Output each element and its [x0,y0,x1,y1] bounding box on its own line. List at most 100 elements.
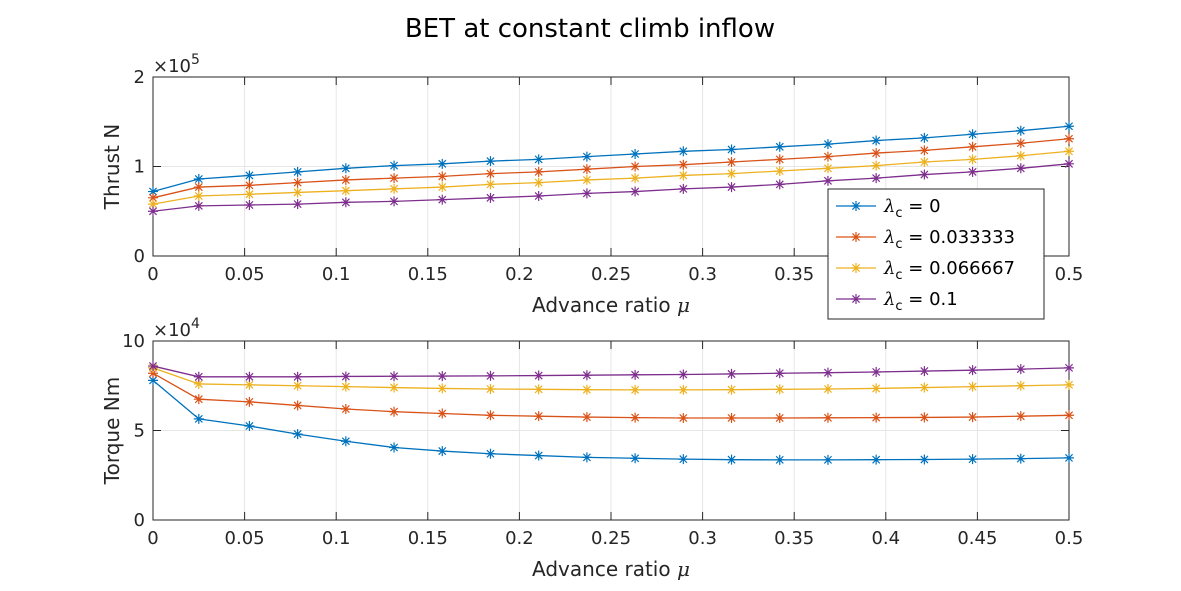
torque-series-1-point-2 [244,396,255,407]
torque-series-1-point-7 [485,410,496,421]
thrust-series-1-point-9 [581,164,592,175]
thrust-series-3-point-12 [726,182,737,193]
thrust-series-3-point-0 [148,206,158,217]
thrust-series-3-point-8 [533,191,544,202]
torque-xtick-label-0: 0 [147,528,158,549]
thrust-series-0-point-6 [437,158,448,169]
thrust-series-3 [148,158,1074,217]
thrust-series-2-point-4 [340,185,351,196]
torque-xtick-label-2: 0.1 [322,528,351,549]
thrust-xtick-label-10: 0.5 [1055,264,1084,285]
thrust-series-2-point-14 [822,163,833,174]
thrust-series-1-point-4 [340,174,351,185]
torque-series-0-point-18 [1015,453,1026,464]
thrust-series-3-point-5 [389,196,400,207]
torque-xtick-label-6: 0.3 [688,528,717,549]
legend-entry-0: λc = 0 [836,196,941,221]
thrust-series-3-point-4 [340,197,351,208]
torque-series-3-point-10 [630,369,641,380]
legend-entry-3-marker [851,294,861,304]
thrust-series-2-point-16 [919,157,930,168]
thrust-series-0-point-16 [919,132,930,143]
torque-series-1-point-11 [678,412,689,423]
thrust-series-0-line [152,125,1070,193]
thrust-ytick-label-1: 1 [134,157,145,178]
thrust-series-2-point-2 [244,189,255,200]
thrust-series-2-point-0 [148,199,158,210]
thrust-series-3-point-14 [822,175,833,186]
torque-series-3-point-16 [919,366,930,377]
torque-xlabel-text: Advance ratio [532,557,677,581]
thrust-series-1-point-2 [244,180,255,191]
torque-series-3-point-7 [485,370,496,381]
thrust-xtick-label-0: 0 [147,264,158,285]
torque-series-0-point-6 [437,446,448,457]
thrust-series-2-point-1 [193,191,204,202]
torque-series-0-point-14 [822,454,833,465]
thrust-exponent-power: 5 [191,52,200,68]
thrust-series-0-point-0 [148,186,158,197]
legend-entry-1-text: = 0.033333 [903,227,1015,248]
thrust-xlabel-symbol: μ [677,293,690,317]
thrust-series-2-point-18 [1015,150,1026,161]
thrust-series-3-point-9 [581,188,592,199]
thrust-series-0 [148,121,1074,197]
torque-series-0-point-2 [244,421,255,432]
torque-series-3-point-4 [340,371,351,382]
torque-series-1-point-4 [340,404,351,415]
torque-series-3 [148,361,1074,382]
torque-series-0-point-13 [774,454,785,465]
legend-entry-3: λc = 0.1 [836,289,958,314]
legend-entry-2-subscript: c [895,268,902,283]
thrust-xtick-label-2: 0.1 [322,264,351,285]
torque-ytick-label-2: 10 [122,331,145,352]
torque-series-3-point-3 [292,371,303,382]
torque-series-2-point-3 [292,380,303,391]
thrust-series-1 [148,133,1074,203]
thrust-series-3-line [152,163,1070,212]
thrust-xtick-label-4: 0.2 [505,264,534,285]
torque-series-1-point-5 [389,406,400,417]
legend-entry-3-subscript: c [895,299,902,314]
torque-series-3-point-0 [148,361,158,372]
thrust-ytick-label-0: 0 [134,246,145,267]
thrust-series-0-point-5 [389,160,400,171]
torque-series-1-line [152,372,1070,419]
thrust-series-3-point-16 [919,169,930,180]
thrust-series-0-point-17 [967,129,978,140]
thrust-series-0-point-11 [678,146,689,157]
thrust-series-1-line [152,138,1070,199]
legend-entry-0-symbol: λ [883,196,895,217]
thrust-series-1-point-12 [726,157,737,168]
thrust-series-0-point-14 [822,139,833,150]
torque-series-1-point-13 [774,412,785,423]
torque-series-1-point-3 [292,400,303,411]
thrust-series-1-point-14 [822,151,833,162]
torque-xtick-label-8: 0.4 [871,528,900,549]
legend-entry-3-label: λc = 0.1 [883,289,958,314]
torque-series-3-point-12 [726,368,737,379]
torque-series-0-point-11 [678,454,689,465]
torque-series-2-point-17 [967,381,978,392]
torque-series-0-point-12 [726,454,737,465]
torque-series-2-point-2 [244,379,255,390]
torque-series-1-point-18 [1015,411,1026,422]
torque-series-2-point-19 [1064,379,1074,390]
thrust-series-2-point-19 [1064,146,1074,157]
thrust-series-2-point-5 [389,183,400,194]
torque-series-1-point-10 [630,412,641,423]
legend-entry-2-marker [851,263,861,273]
torque-series-2-point-1 [193,378,204,389]
panel-torque: 0 0.05 0.1 0.15 0.2 0.25 0.3 0.35 0.4 0.45 0.5 0 5 10… [100,316,1083,581]
thrust-series-1-point-17 [967,141,978,152]
torque-series-3-point-17 [967,365,978,376]
torque-series-0-point-5 [389,442,400,453]
torque-series-1-point-1 [193,394,204,405]
thrust-series-0-point-7 [485,156,496,167]
thrust-series-3-point-10 [630,186,641,197]
legend-entry-2-label: λc = 0.066667 [883,258,1015,283]
torque-series-0-point-9 [581,452,592,463]
legend-entry-1: λc = 0.033333 [836,227,1015,252]
thrust-ytick-label-2: 2 [134,67,145,88]
